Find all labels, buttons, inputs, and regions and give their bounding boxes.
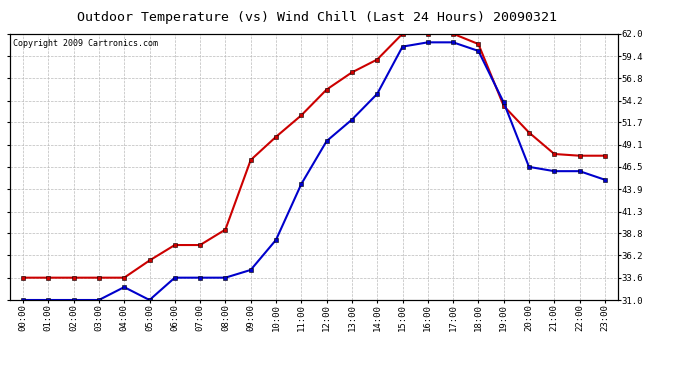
Text: Outdoor Temperature (vs) Wind Chill (Last 24 Hours) 20090321: Outdoor Temperature (vs) Wind Chill (Las… (77, 11, 558, 24)
Text: Copyright 2009 Cartronics.com: Copyright 2009 Cartronics.com (13, 39, 159, 48)
